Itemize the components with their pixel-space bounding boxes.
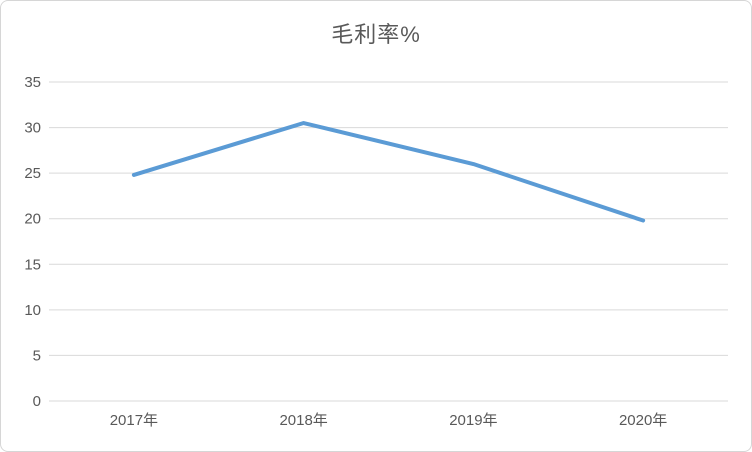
x-axis-tick-label: 2020年 bbox=[619, 412, 667, 429]
x-axis-tick-label: 2019年 bbox=[449, 412, 497, 429]
y-axis-tick-label: 10 bbox=[24, 302, 41, 319]
y-axis-tick-label: 15 bbox=[24, 256, 41, 273]
y-axis-tick-label: 20 bbox=[24, 211, 41, 228]
y-axis-tick-label: 5 bbox=[33, 347, 41, 364]
chart-title: 毛利率% bbox=[331, 22, 421, 47]
x-axis-tick-label: 2018年 bbox=[279, 412, 327, 429]
y-axis-tick-label: 0 bbox=[33, 393, 41, 410]
y-axis-tick-label: 30 bbox=[24, 120, 41, 137]
x-axis-tick-label: 2017年 bbox=[110, 412, 158, 429]
data-series-line bbox=[131, 121, 646, 223]
y-axis-tick-label: 35 bbox=[24, 74, 41, 91]
y-axis-tick-label: 25 bbox=[24, 165, 41, 182]
